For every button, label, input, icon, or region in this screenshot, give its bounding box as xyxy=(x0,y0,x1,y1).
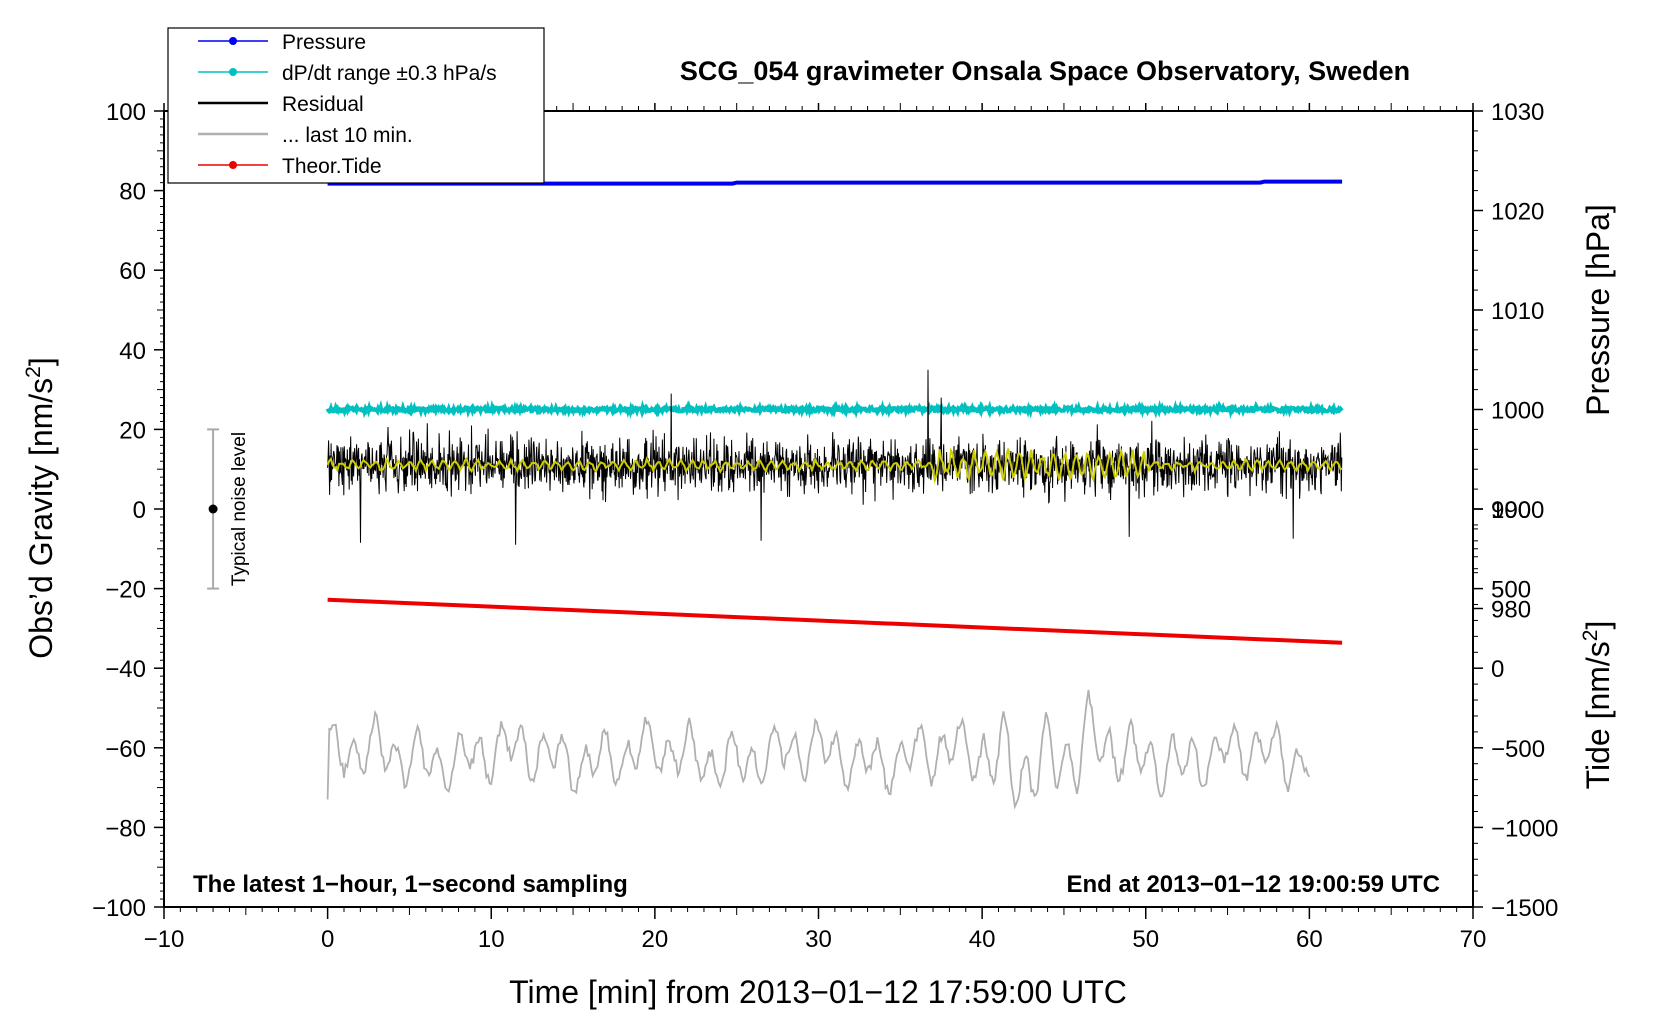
series-residual xyxy=(327,369,1343,545)
noise-indicator: Typical noise level xyxy=(207,428,250,590)
legend-entry: Pressure xyxy=(198,31,366,54)
y-left-tick-label: 60 xyxy=(119,258,146,285)
y-tide-tick-label: −1000 xyxy=(1491,815,1558,842)
series-last-10-min xyxy=(326,689,1311,810)
x-tick-label: 60 xyxy=(1296,926,1323,953)
x-tick-label: 70 xyxy=(1460,926,1487,953)
y-pressure-tick-label: 1030 xyxy=(1491,99,1544,126)
x-tick-label: 20 xyxy=(642,926,669,953)
y-left-tick-label: −40 xyxy=(105,656,146,683)
legend-marker xyxy=(229,68,237,76)
legend-marker xyxy=(229,37,237,45)
y-tide-tick-label: −500 xyxy=(1491,736,1545,763)
y-left-tick-label: 40 xyxy=(119,338,146,365)
y-tide-tick-label: 1000 xyxy=(1491,497,1544,524)
y-pressure-tick-label: 1010 xyxy=(1491,298,1544,325)
legend-label: dP/dt range ±0.3 hPa/s xyxy=(282,62,497,85)
legend-entry: Residual xyxy=(198,93,364,116)
y-pressure-tick-label: 980 xyxy=(1491,597,1531,624)
series-dpdt xyxy=(325,399,1344,420)
legend-entry: dP/dt range ±0.3 hPa/s xyxy=(198,62,497,85)
legend-entry: ... last 10 min. xyxy=(198,124,413,147)
y-pressure-tick-label: 1000 xyxy=(1491,398,1544,425)
series-theor-tide xyxy=(327,597,1343,645)
y-pressure-tick-label: 990 xyxy=(1491,497,1531,524)
y-left-tick-label: −80 xyxy=(105,815,146,842)
y-left-tick-label: 80 xyxy=(119,179,146,206)
y-left-tick-label: −20 xyxy=(105,577,146,604)
annotation-sampling: The latest 1−hour, 1−second sampling xyxy=(193,871,628,898)
noise-center-point xyxy=(208,504,218,514)
chart-title: SCG_054 gravimeter Onsala Space Observat… xyxy=(680,56,1410,86)
x-tick-label: 40 xyxy=(969,926,996,953)
legend-box xyxy=(167,27,545,184)
y-axis-left-title: Obs’d Gravity [nm/s2] xyxy=(22,357,59,659)
x-tick-label: 0 xyxy=(321,926,334,953)
y-left-tick-label: −100 xyxy=(92,895,146,922)
legend-label: Pressure xyxy=(282,31,366,54)
legend-label: ... last 10 min. xyxy=(282,124,413,147)
y-left-tick-label: −60 xyxy=(105,736,146,763)
legend-entry: Theor.Tide xyxy=(198,155,382,178)
series-pressure xyxy=(327,179,1343,186)
legend-marker xyxy=(229,161,237,169)
legend-label: Theor.Tide xyxy=(282,155,382,178)
y-tide-tick-label: 500 xyxy=(1491,577,1531,604)
y-left-tick-label: 0 xyxy=(133,497,146,524)
x-tick-label: −10 xyxy=(144,926,185,953)
y-left-tick-label: 20 xyxy=(119,417,146,444)
minor-ticks xyxy=(157,103,1478,915)
axis-ticks: −10 0 10 20 30 40 50 60 70−100−80−60−40−20020406… xyxy=(92,99,1558,953)
annotation-end-time: End at 2013−01−12 19:00:59 UTC xyxy=(1066,871,1440,898)
x-tick-label: 30 xyxy=(805,926,832,953)
series-residual-smoothed xyxy=(326,447,1343,485)
legend: Pressure dP/dt range ±0.3 hPa/s Residual..… xyxy=(167,27,545,184)
y-axis-tide-title: Tide [nm/s2] xyxy=(1579,621,1616,790)
x-axis-title: Time [min] from 2013−01−12 17:59:00 UTC xyxy=(509,974,1127,1010)
x-tick-label: 10 xyxy=(478,926,505,953)
series-layer xyxy=(325,179,1344,810)
legend-label: Residual xyxy=(282,93,364,116)
y-left-tick-label: 100 xyxy=(106,99,146,126)
y-tide-tick-label: 0 xyxy=(1491,656,1504,683)
x-tick-label: 50 xyxy=(1132,926,1159,953)
noise-label: Typical noise level xyxy=(229,432,250,586)
y-pressure-tick-label: 1020 xyxy=(1491,199,1544,226)
y-axis-pressure-title: Pressure [hPa] xyxy=(1580,204,1616,416)
y-tide-tick-label: −1500 xyxy=(1491,895,1558,922)
